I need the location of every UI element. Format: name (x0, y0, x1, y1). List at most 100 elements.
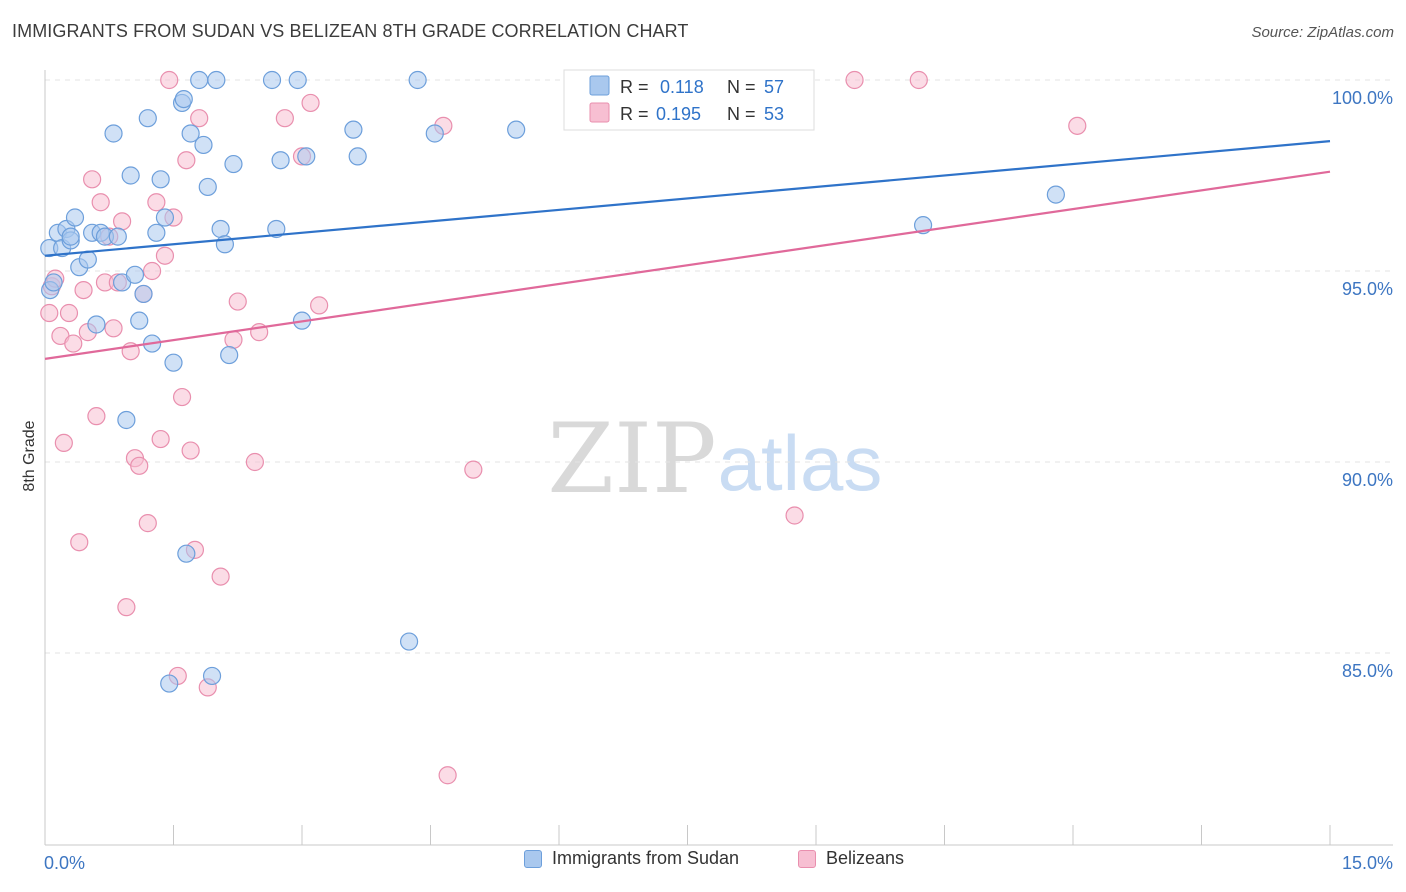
y-tick-label-95: 95.0% (1342, 279, 1393, 299)
belizeans-point-45 (310, 296, 329, 315)
legend-label-belizeans: Belizeans (826, 848, 905, 868)
sudan-point-32 (181, 124, 200, 143)
belizeans-point-49 (785, 506, 804, 525)
belizeans-point-17 (112, 212, 132, 231)
sudan-point-30 (174, 89, 193, 109)
gridlines (45, 79, 1393, 654)
sudan-point-51 (408, 70, 427, 90)
x-tick-label-max: 15.0% (1342, 853, 1393, 873)
belizeans-point-5 (59, 303, 79, 323)
sudan-point-38 (211, 219, 230, 239)
sudan-point-37 (207, 70, 226, 90)
sudan-point-17 (117, 410, 136, 430)
sudan-point-40 (220, 345, 239, 365)
sudan-series (40, 70, 1065, 693)
belizeans-point-48 (464, 460, 483, 479)
axes (44, 70, 1393, 846)
belizeans-point-31 (172, 387, 192, 407)
belizeans-point-27 (155, 246, 175, 265)
sudan-point-31 (177, 544, 196, 563)
belizeans-point-11 (87, 407, 106, 426)
legend-r-value-sudan: 0.118 (660, 77, 704, 97)
belizeans-point-44 (301, 93, 320, 113)
legend-r-label-sudan: R = (620, 77, 654, 97)
belizeans-point-24 (142, 261, 162, 281)
belizeans-point-8 (74, 281, 93, 300)
watermark-atlas: atlas (718, 419, 883, 507)
y-axis-label: 8th Grade (21, 420, 38, 491)
sudan-point-48 (344, 120, 363, 139)
sudan-point-52 (425, 124, 444, 143)
belizeans-point-15 (104, 319, 123, 338)
y-tick-labels: 85.0% 90.0% 95.0% 100.0% (1332, 88, 1393, 681)
belizeans-point-23 (138, 514, 157, 533)
belizeans-point-25 (147, 193, 166, 212)
source-label: Source: ZipAtlas.com (1251, 24, 1394, 41)
y-tick-label-85: 85.0% (1342, 661, 1393, 681)
sudan-point-18 (121, 166, 140, 185)
belizeans-point-39 (228, 292, 247, 311)
belizeans-point-7 (70, 533, 89, 552)
legend-item-sudan[interactable]: Immigrants from Sudan (524, 848, 739, 869)
belizeans-point-4 (54, 433, 73, 452)
sudan-point-50 (399, 632, 419, 651)
belizeans-point-35 (190, 109, 209, 128)
bottom-legend: Immigrants from Sudan Belizeans (0, 848, 1406, 878)
chart-title: IMMIGRANTS FROM SUDAN VS BELIZEAN 8TH GR… (12, 21, 689, 41)
legend-swatch-sudan (589, 75, 610, 96)
watermark-zip: ZIP (547, 403, 716, 515)
legend-swatch-belizeans-bottom (798, 849, 816, 868)
sudan-point-56 (61, 227, 80, 246)
sudan-point-28 (164, 353, 183, 372)
belizeans-point-12 (91, 193, 110, 212)
sudan-point-15 (108, 227, 127, 246)
sudan-point-26 (155, 208, 175, 227)
sudan-point-33 (190, 70, 209, 90)
sudan-point-20 (130, 311, 149, 330)
belizeans-point-32 (177, 151, 196, 170)
sudan-point-22 (138, 109, 157, 128)
legend-n-label-sudan: N = (727, 77, 761, 97)
sudan-point-44 (271, 151, 290, 170)
belizeans-point-52 (1068, 116, 1087, 135)
belizeans-point-10 (83, 170, 102, 189)
sudan-point-11 (87, 315, 106, 334)
legend-r-value-belizeans: 0.195 (656, 104, 701, 124)
sudan-point-27 (160, 674, 179, 693)
belizeans-point-26 (151, 429, 170, 449)
sudan-point-24 (147, 223, 166, 242)
sudan-point-19 (125, 265, 145, 284)
sudan-point-2 (44, 273, 63, 292)
sudan-point-41 (224, 154, 243, 174)
trend-lines (44, 140, 1331, 360)
belizeans-point-37 (211, 567, 230, 586)
y-tick-label-90: 90.0% (1342, 470, 1393, 490)
belizeans-point-6 (64, 334, 83, 353)
belizeans-series (40, 70, 1087, 785)
sudan-point-34 (194, 135, 213, 155)
belizeans-point-47 (438, 766, 457, 785)
sudan-point-35 (198, 177, 217, 197)
sudan-point-53 (507, 120, 526, 139)
sudan-point-7 (65, 208, 85, 227)
belizeans-trend-line (44, 170, 1331, 360)
sudan-point-21 (134, 284, 153, 304)
belizeans-point-50 (845, 70, 864, 90)
legend-item-belizeans[interactable]: Belizeans (798, 848, 904, 869)
sudan-point-43 (267, 219, 286, 239)
belizeans-point-21 (130, 456, 149, 475)
sudan-point-47 (297, 147, 316, 166)
legend-swatch-sudan-bottom (524, 849, 542, 868)
sudan-point-49 (348, 147, 367, 166)
sudan-point-55 (1046, 185, 1065, 204)
sudan-trend-line (44, 140, 1331, 257)
sudan-point-36 (202, 666, 222, 686)
belizeans-point-38 (224, 330, 243, 349)
belizeans-point-42 (275, 109, 294, 128)
x-tick-label-min: 0.0% (44, 853, 85, 873)
sudan-point-45 (288, 70, 307, 90)
legend-n-label-belizeans: N = (727, 104, 761, 124)
legend-n-value-belizeans: 53 (764, 104, 784, 124)
legend-r-label-belizeans: R = (620, 104, 654, 124)
